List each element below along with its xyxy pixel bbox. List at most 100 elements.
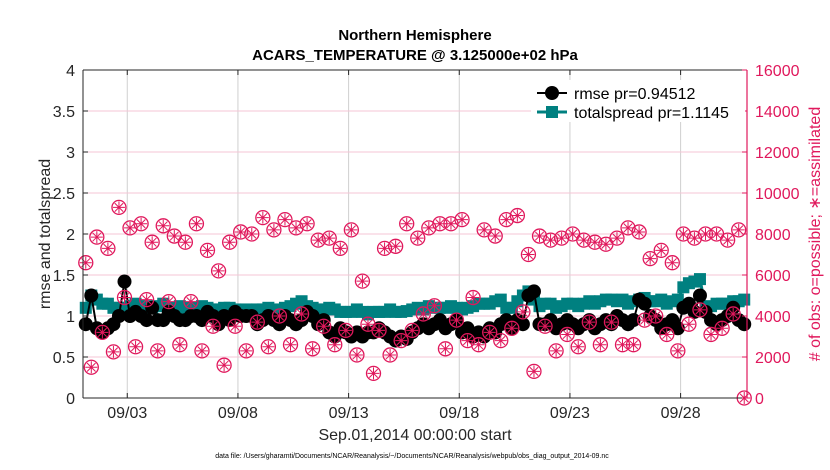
obs-point (526, 363, 542, 380)
obs-point (603, 314, 620, 330)
axes: 09/03 09/08 09/13 09/18 09/23 09/28 0 0.5 1 1.5 2 2… (53, 63, 800, 422)
obs-point (454, 211, 470, 228)
obs-possible-marker (127, 339, 144, 355)
obs-point (376, 240, 393, 257)
obs-possible-marker (415, 306, 431, 322)
legend-rmse-label: rmse pr=0.94512 (574, 86, 696, 103)
y-tick-label-left: 1.5 (53, 268, 75, 285)
obs-assimilated-marker (710, 228, 723, 240)
obs-point (648, 308, 664, 324)
obs-possible-marker (387, 238, 404, 254)
obs-assimilated-marker (688, 232, 701, 245)
obs-assimilated-marker (195, 344, 208, 357)
obs-possible-marker (448, 312, 465, 328)
obs-possible-marker (255, 209, 271, 226)
obs-point (360, 316, 376, 332)
obs-possible-marker (221, 234, 238, 250)
obs-assimilated-marker (594, 338, 607, 351)
obs-assimilated-marker (599, 238, 612, 251)
obs-possible-marker (526, 363, 542, 380)
obs-assimilated-marker (207, 320, 220, 333)
obs-assimilated-marker (339, 324, 352, 337)
obs-point (393, 332, 409, 349)
obs-assimilated-marker (168, 230, 181, 243)
obs-assimilated-marker (610, 232, 623, 245)
obs-point (609, 230, 625, 246)
obs-point (343, 222, 360, 238)
legend-rmse-marker (545, 86, 559, 100)
obs-possible-marker (144, 234, 160, 250)
obs-possible-marker (648, 308, 664, 324)
obs-point (448, 312, 465, 328)
totalspread-point (693, 273, 706, 286)
obs-point (166, 228, 182, 244)
obs-assimilated-marker (411, 232, 424, 245)
obs-assimilated-marker (240, 344, 253, 357)
obs-point (150, 343, 166, 359)
obs-point (338, 322, 354, 339)
obs-point (94, 324, 111, 341)
obs-assimilated-marker (267, 223, 280, 236)
obs-possible-marker (515, 304, 531, 320)
obs-possible-marker (150, 343, 166, 359)
obs-assimilated-marker (361, 318, 374, 331)
obs-point (570, 339, 586, 355)
obs-assimilated-marker (301, 217, 314, 230)
obs-point (89, 229, 105, 245)
obs-point (692, 302, 708, 318)
y-tick-label-left: 2.5 (53, 186, 75, 203)
obs-assimilated-marker (367, 367, 380, 380)
obs-possible-marker (365, 365, 382, 382)
rmse-point (78, 317, 93, 332)
rmse-point (111, 309, 126, 323)
obs-point (371, 322, 387, 339)
obs-point (587, 234, 603, 250)
obs-possible-marker (210, 263, 227, 279)
obs-assimilated-marker (655, 244, 668, 257)
obs-assimilated-marker (500, 213, 513, 226)
y-tick-label-left: 4 (66, 63, 75, 80)
obs-possible-marker (631, 224, 647, 240)
obs-assimilated-marker (323, 232, 336, 245)
obs-possible-marker (504, 320, 520, 336)
obs-assimilated-marker (638, 314, 651, 327)
obs-assimilated-marker (472, 338, 485, 351)
obs-assimilated-marker (256, 211, 269, 224)
y-tick-label-left: 3.5 (53, 104, 75, 121)
obs-point (199, 242, 216, 259)
obs-point (293, 306, 310, 322)
obs-possible-marker (94, 324, 111, 341)
obs-possible-marker (559, 326, 575, 343)
obs-point (625, 337, 642, 353)
obs-point (548, 343, 564, 359)
obs-point (111, 199, 127, 216)
obs-assimilated-marker (378, 242, 391, 255)
obs-assimilated-marker (201, 244, 214, 257)
obs-point (332, 240, 348, 257)
obs-possible-marker (233, 224, 249, 240)
obs-point (520, 246, 537, 263)
obs-assimilated-marker (428, 299, 441, 312)
obs-point (642, 250, 658, 267)
obs-assimilated-marker (511, 209, 524, 222)
obs-assimilated-marker (682, 318, 695, 331)
legend-totalspread-marker (546, 106, 558, 118)
obs-possible-marker (681, 316, 697, 332)
obs-assimilated-marker (699, 228, 712, 240)
obs-possible-marker (83, 359, 99, 375)
obs-assimilated-marker (107, 345, 120, 358)
obs-point (576, 232, 592, 248)
obs-assimilated-marker (622, 221, 635, 234)
obs-possible-marker (719, 232, 736, 248)
obs-point (177, 234, 194, 250)
obs-possible-marker (227, 318, 243, 334)
obs-possible-marker (310, 232, 326, 248)
obs-point (470, 337, 487, 353)
x-tick-label: 09/03 (107, 405, 147, 422)
obs-point (559, 326, 575, 343)
obs-assimilated-marker (334, 242, 347, 255)
obs-assimilated-marker (124, 221, 137, 234)
obs-assimilated-marker (345, 223, 358, 236)
obs-possible-marker (299, 216, 315, 232)
obs-assimilated-marker (179, 236, 192, 249)
